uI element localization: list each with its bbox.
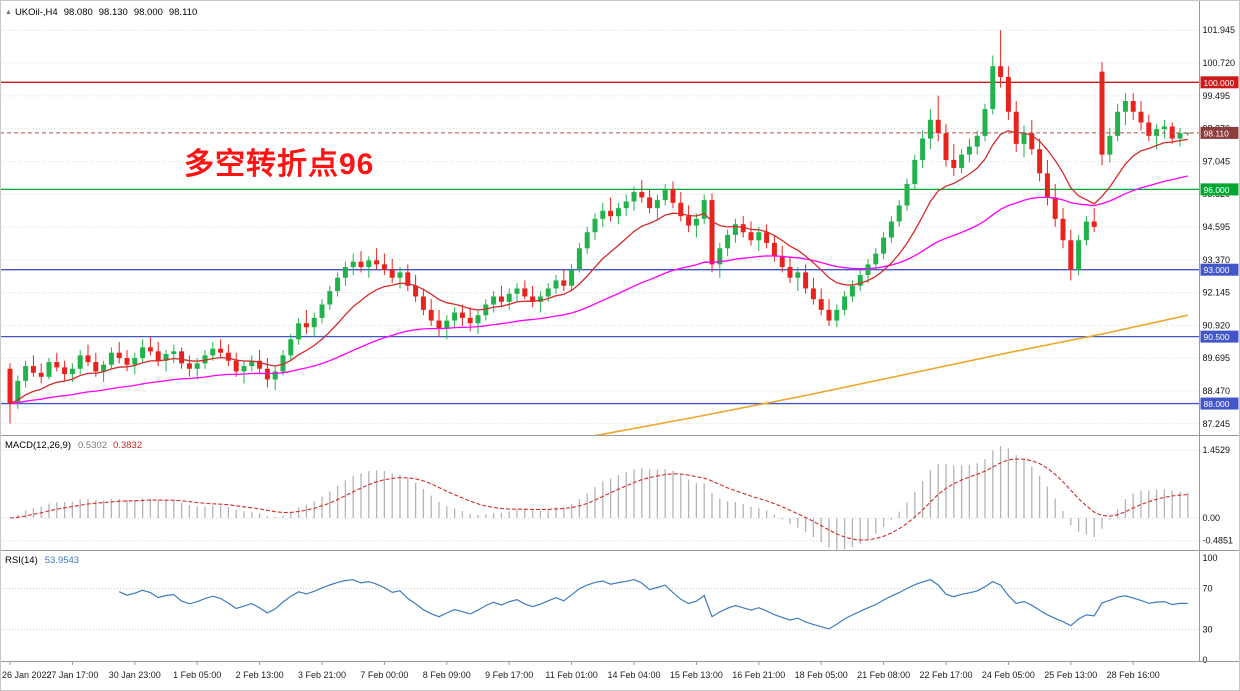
- time-axis-label: 25 Feb 13:00: [1044, 670, 1097, 680]
- time-axis-label: 21 Feb 08:00: [857, 670, 910, 680]
- slow-ma-line: [9, 175, 1188, 405]
- svg-text:100.000: 100.000: [1204, 78, 1235, 88]
- time-axis-label: 11 Feb 01:00: [545, 670, 597, 680]
- time-axis-label: 18 Feb 05:00: [795, 670, 848, 680]
- rsi-value: 53.9543: [44, 555, 80, 566]
- price-axis-label: 87.245: [1203, 419, 1231, 429]
- time-axis-label: 1 Feb 05:00: [173, 670, 221, 680]
- macd-indicator-header: MACD(12,26,9) 0.5302 0.3832: [5, 440, 142, 451]
- rsi-axis-label: 70: [1203, 584, 1213, 594]
- time-axis-label: 16 Feb 21:00: [732, 670, 785, 680]
- rsi-axis-label: 100: [1203, 553, 1218, 563]
- price-axis-label: 100.720: [1203, 58, 1236, 68]
- time-axis-label: 15 Feb 13:00: [670, 670, 723, 680]
- svg-text:88.000: 88.000: [1204, 399, 1230, 409]
- macd-signal-value: 0.3832: [113, 440, 143, 451]
- svg-text:90.500: 90.500: [1204, 332, 1230, 342]
- time-axis-label: 8 Feb 09:00: [423, 670, 471, 680]
- level-price-chip: 96.000: [1200, 183, 1239, 196]
- svg-text:98.110: 98.110: [1204, 128, 1230, 138]
- price-axis-label: 101.945: [1203, 25, 1236, 35]
- time-axis-label: 22 Feb 17:00: [919, 670, 972, 680]
- fast-ma-line: [9, 130, 1188, 405]
- candles-layer: [7, 30, 1191, 424]
- ohlc-low: 98.000: [133, 7, 163, 18]
- price-axis-label: 90.920: [1203, 320, 1231, 330]
- svg-text:96.000: 96.000: [1204, 185, 1230, 195]
- level-price-chip: 93.000: [1200, 263, 1239, 276]
- macd-axis-label: 0.00: [1203, 513, 1221, 523]
- macd-title: MACD(12,26,9): [5, 440, 71, 451]
- time-axis-label: 2 Feb 13:00: [236, 670, 284, 680]
- macd-layer: [0, 446, 1199, 550]
- level-price-chip: 90.500: [1200, 330, 1239, 343]
- price-axis-label: 97.045: [1203, 156, 1231, 166]
- ohlc-high: 98.130: [98, 7, 128, 18]
- rsi-indicator-header: RSI(14) 53.9543: [5, 555, 79, 566]
- rsi-line: [118, 578, 1188, 630]
- time-axis-label: 26 Jan 2022: [2, 670, 52, 680]
- macd-axis-label: -0.4851: [1203, 536, 1234, 546]
- rsi-title: RSI(14): [5, 555, 38, 566]
- main-chart-area[interactable]: [0, 0, 1199, 435]
- level-price-chip: 100.000: [1200, 76, 1239, 89]
- ohlc-close: 98.110: [168, 7, 198, 18]
- rsi-panel-area[interactable]: [0, 553, 1199, 661]
- price-axis-label: 94.595: [1203, 222, 1231, 232]
- time-axis-label: 24 Feb 05:00: [982, 670, 1035, 680]
- price-axis-label: 92.145: [1203, 288, 1231, 298]
- time-axis-label: 14 Feb 04:00: [607, 670, 660, 680]
- symbol-name: UKOil-,H4: [14, 7, 58, 18]
- trend-ma-line: [594, 314, 1188, 435]
- time-axis-label: 27 Jan 17:00: [46, 670, 98, 680]
- moving-averages: [9, 130, 1188, 435]
- level-price-chip: 88.000: [1200, 397, 1239, 410]
- macd-panel-area[interactable]: [0, 438, 1199, 549]
- svg-text:93.000: 93.000: [1204, 265, 1230, 275]
- symbol-header: ▲ UKOil-,H4 98.080 98.130 98.000 98.110: [5, 7, 197, 18]
- time-axis[interactable]: [0, 662, 1240, 691]
- time-axis-label: 28 Feb 16:00: [1107, 670, 1160, 680]
- main-grid: [0, 29, 1199, 425]
- macd-axis-label: 1.4529: [1203, 445, 1231, 455]
- time-axis-label: 9 Feb 17:00: [485, 670, 533, 680]
- current-price-chip: 98.110: [1200, 126, 1239, 139]
- price-axis-label: 99.495: [1203, 91, 1231, 101]
- chart-annotation-text[interactable]: 多空转折点96: [184, 148, 375, 181]
- time-axis-label: 3 Feb 21:00: [298, 670, 346, 680]
- price-axis[interactable]: [1199, 0, 1240, 662]
- price-axis-label: 93.370: [1203, 255, 1231, 265]
- ohlc-open: 98.080: [63, 7, 93, 18]
- level-lines: [0, 81, 1199, 405]
- time-axis-label: 7 Feb 00:00: [360, 670, 408, 680]
- price-axis-label: 88.470: [1203, 386, 1231, 396]
- rsi-layer: [0, 578, 1199, 630]
- rsi-axis-label: 0: [1203, 655, 1208, 665]
- price-axis-label: 89.695: [1203, 353, 1231, 363]
- time-axis-label: 30 Jan 23:00: [109, 670, 161, 680]
- rsi-axis-label: 30: [1203, 624, 1213, 634]
- macd-main-value: 0.5302: [78, 440, 108, 451]
- expand-arrow-icon[interactable]: ▲: [5, 9, 12, 16]
